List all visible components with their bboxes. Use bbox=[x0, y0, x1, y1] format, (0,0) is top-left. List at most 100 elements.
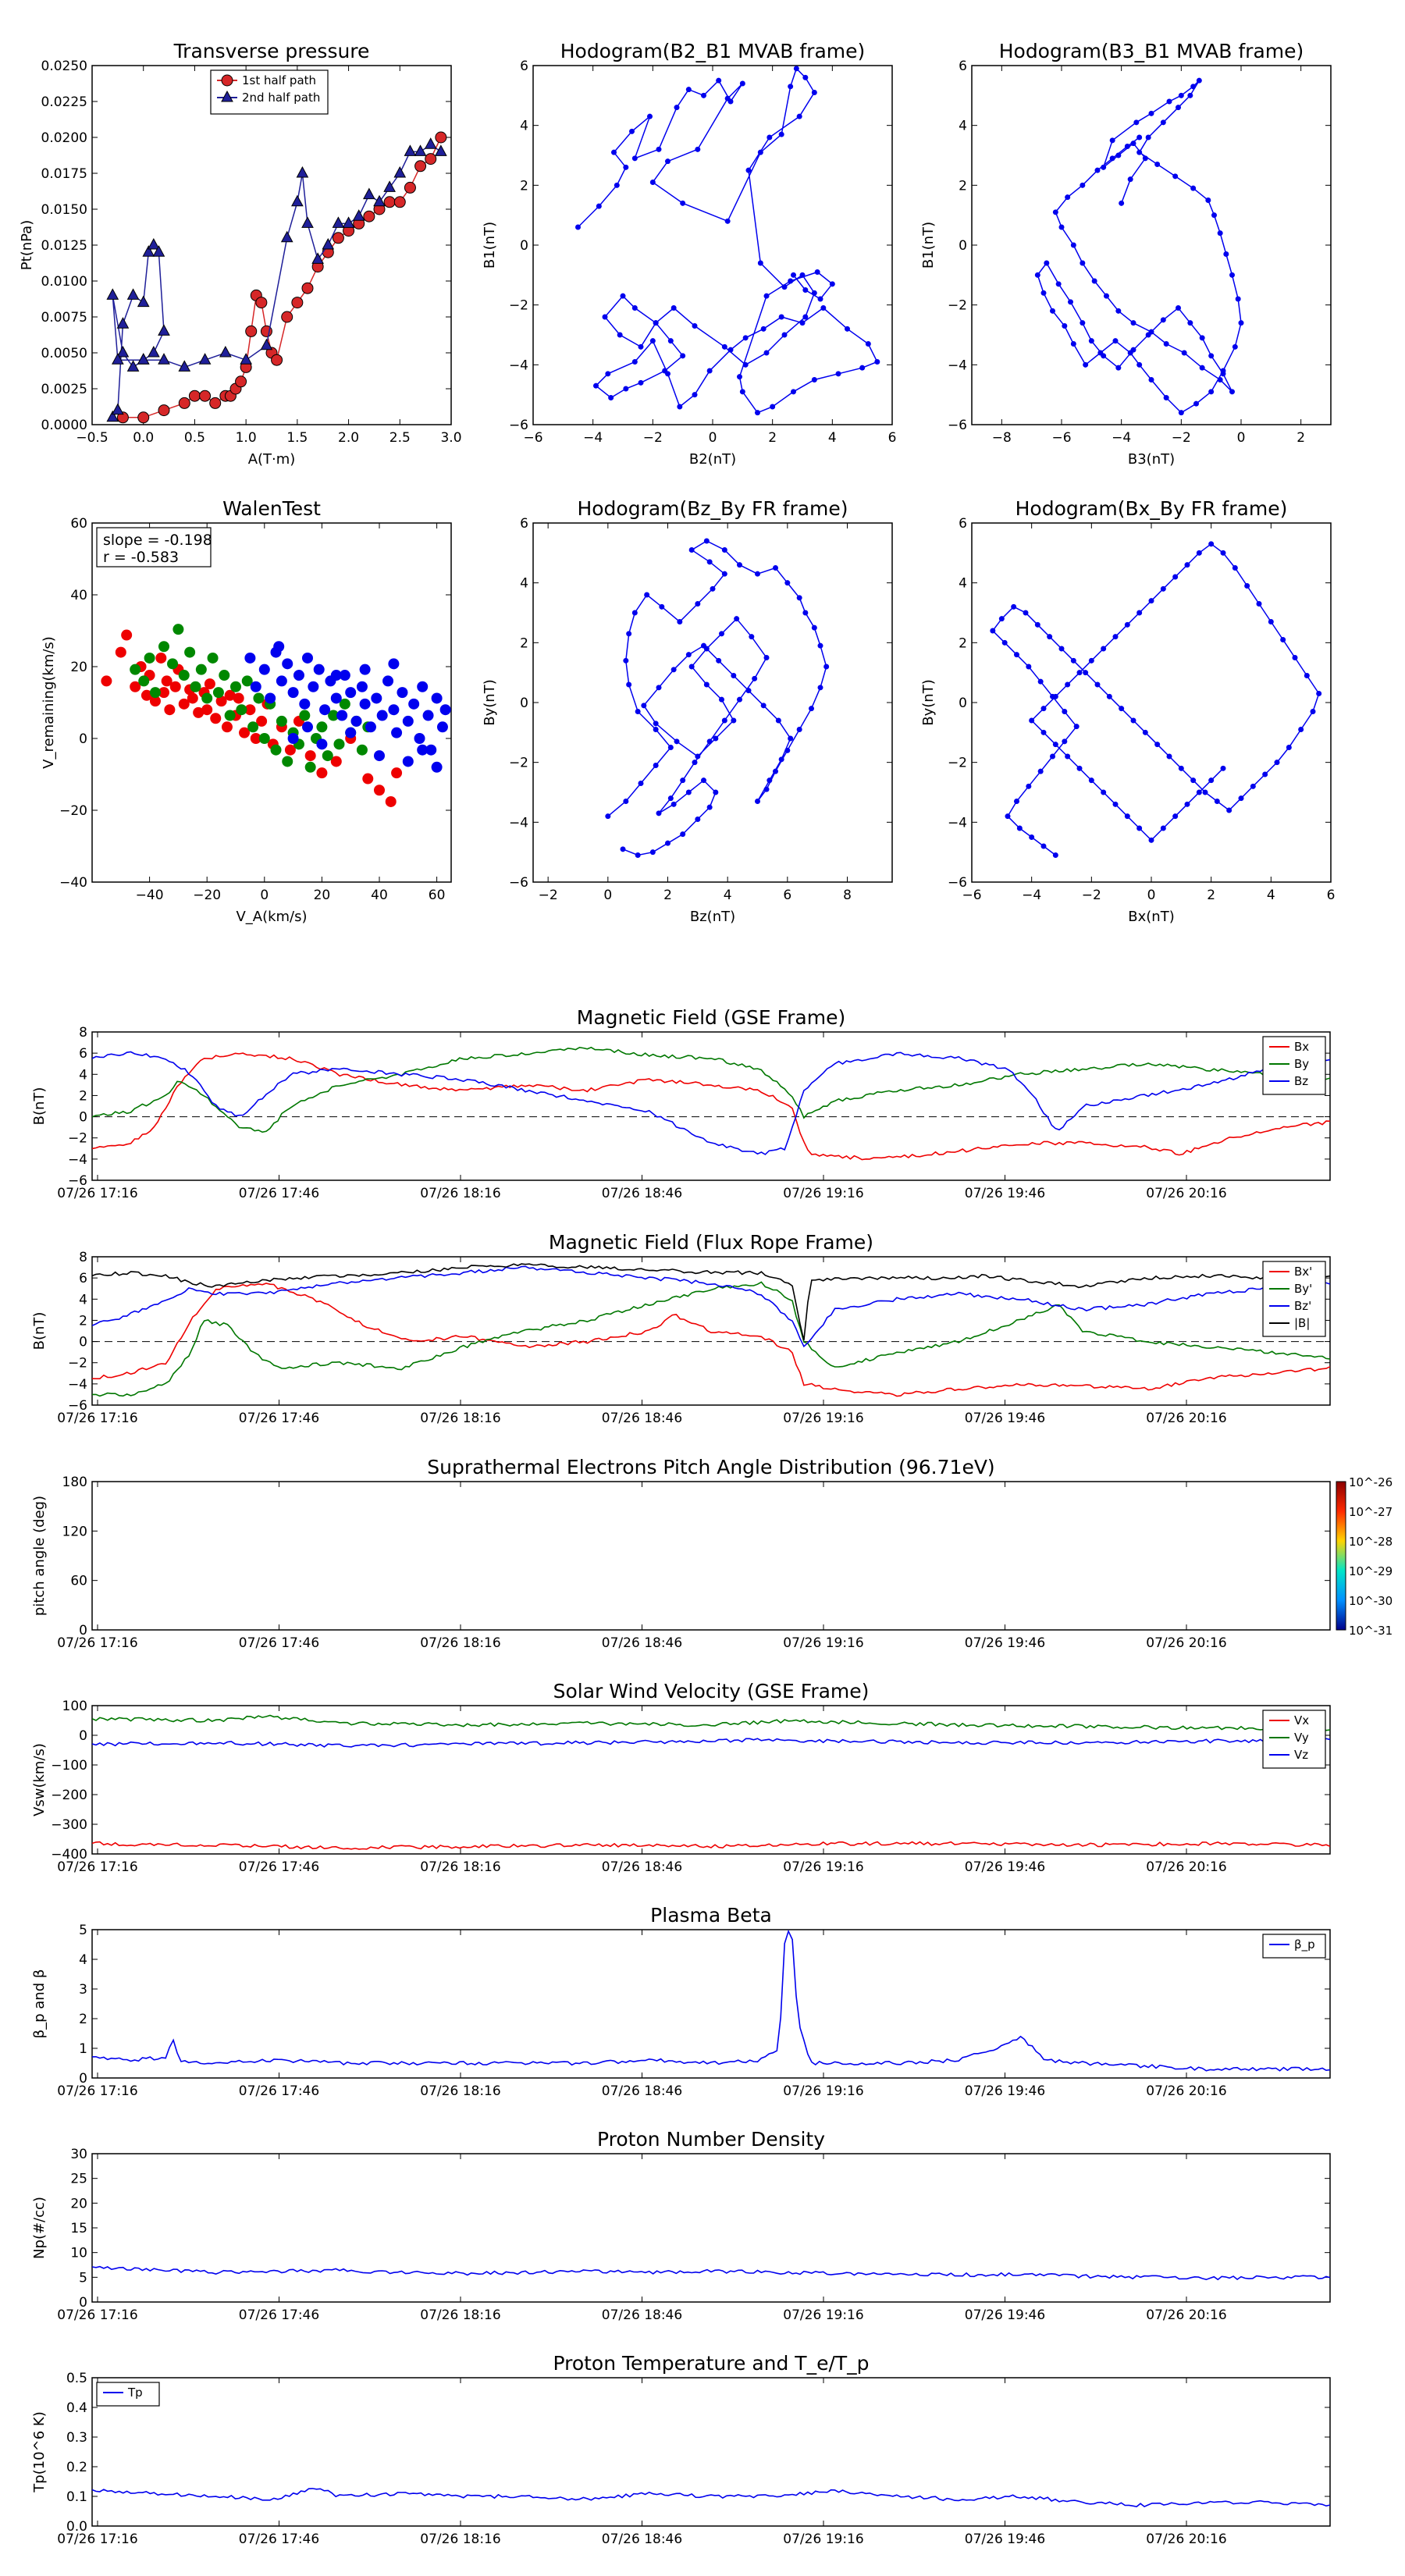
chart-hodogram_bz_by: Hodogram(Bz_By FR frame) −6 −4 −2 0 2 4 6 −2 0 2 4 6… bbox=[482, 497, 893, 925]
data-point bbox=[1220, 550, 1226, 556]
data-point bbox=[1101, 164, 1107, 170]
data-point bbox=[431, 692, 443, 704]
series-line bbox=[92, 1281, 1330, 1397]
data-point bbox=[383, 196, 396, 208]
data-point bbox=[647, 113, 653, 119]
colorbar-tick-label: 10^-30 bbox=[1349, 1594, 1393, 1608]
x-tick-label: −2 bbox=[643, 430, 663, 446]
x-tick-label: 4 bbox=[724, 888, 732, 903]
y-tick-label: −200 bbox=[51, 1788, 87, 1803]
data-point bbox=[1047, 634, 1053, 640]
data-point bbox=[1208, 353, 1215, 359]
data-point bbox=[614, 182, 620, 188]
y-axis-label: By(nT) bbox=[920, 679, 937, 725]
x-tick-label: 2 bbox=[663, 888, 672, 903]
y-tick-label: −4 bbox=[948, 815, 967, 831]
data-point bbox=[316, 721, 328, 733]
data-point bbox=[1101, 789, 1107, 795]
data-point bbox=[137, 411, 150, 424]
data-point bbox=[101, 675, 112, 687]
y-tick-label: 4 bbox=[79, 1292, 87, 1308]
data-point bbox=[602, 314, 608, 320]
data-point bbox=[142, 245, 155, 257]
data-point bbox=[781, 284, 788, 290]
data-point bbox=[620, 293, 626, 299]
chart-title: Proton Number Density bbox=[597, 2128, 825, 2151]
data-point bbox=[788, 278, 794, 284]
plot-area bbox=[92, 1046, 1330, 1161]
x-tick-label: 60 bbox=[429, 888, 446, 903]
data-point bbox=[330, 670, 342, 681]
data-point bbox=[695, 753, 701, 760]
data-point bbox=[299, 710, 311, 721]
data-point bbox=[817, 685, 823, 691]
chart-transverse_pressure: Transverse pressure 0.0000 0.0025 0.0050 0.0… bbox=[19, 40, 462, 468]
y-tick-label: 2 bbox=[520, 178, 528, 194]
y-tick-label: 6 bbox=[520, 516, 528, 532]
data-point bbox=[1029, 834, 1035, 840]
series-line bbox=[92, 1283, 1330, 1397]
data-point bbox=[1130, 717, 1136, 724]
y-tick-label: −6 bbox=[948, 875, 967, 891]
data-point bbox=[1016, 825, 1023, 831]
y-tick-label: 0.0150 bbox=[41, 202, 87, 218]
data-point bbox=[623, 386, 629, 392]
data-point bbox=[811, 90, 817, 95]
x-tick-label: 07/26 19:16 bbox=[783, 2307, 863, 2323]
data-point bbox=[1014, 799, 1019, 804]
data-point bbox=[692, 760, 698, 766]
data-point bbox=[631, 359, 638, 365]
x-tick-label: 2 bbox=[1297, 430, 1305, 446]
series-line bbox=[1037, 80, 1242, 414]
chart-title: WalenTest bbox=[222, 497, 321, 520]
data-point bbox=[115, 646, 126, 658]
legend-marker bbox=[221, 74, 233, 87]
data-point bbox=[404, 181, 416, 194]
data-point bbox=[1145, 134, 1151, 141]
x-tick-label: 07/26 17:46 bbox=[239, 2307, 319, 2323]
data-point bbox=[137, 353, 150, 365]
series-line bbox=[607, 540, 827, 856]
y-tick-label: 0 bbox=[79, 1335, 87, 1350]
data-point bbox=[158, 641, 169, 653]
data-point bbox=[1190, 84, 1197, 90]
y-axis-label: B(nT) bbox=[31, 1087, 48, 1126]
data-point bbox=[1005, 813, 1011, 820]
data-point bbox=[1205, 197, 1211, 203]
plot-frame bbox=[91, 1481, 1331, 1631]
data-point bbox=[1109, 155, 1115, 162]
data-point bbox=[158, 404, 170, 417]
chart-title: Hodogram(B2_B1 MVAB frame) bbox=[560, 40, 866, 62]
data-point bbox=[1166, 753, 1172, 760]
data-point bbox=[1083, 361, 1089, 368]
series-line bbox=[92, 1052, 1330, 1161]
plot-area bbox=[101, 624, 451, 807]
data-point bbox=[1040, 843, 1047, 849]
data-point bbox=[734, 616, 740, 622]
data-point bbox=[282, 756, 293, 767]
x-tick-label: −2 bbox=[1082, 888, 1101, 903]
y-tick-label: −4 bbox=[68, 1377, 87, 1393]
legend-label: Tp bbox=[127, 2386, 143, 2400]
data-point bbox=[1130, 141, 1136, 147]
data-point bbox=[688, 664, 695, 670]
data-point bbox=[680, 353, 686, 359]
y-tick-label: 0 bbox=[79, 2295, 87, 2311]
data-point bbox=[799, 320, 806, 326]
data-point bbox=[1026, 783, 1032, 789]
data-point bbox=[626, 681, 632, 688]
data-point bbox=[247, 721, 259, 733]
y-tick-label: −400 bbox=[51, 1847, 87, 1863]
colorbar-tick-label: 10^-26 bbox=[1349, 1475, 1393, 1489]
data-point bbox=[1238, 320, 1244, 326]
y-tick-label: 2 bbox=[79, 1313, 87, 1329]
x-tick-label: 07/26 17:16 bbox=[57, 1635, 137, 1651]
data-point bbox=[1148, 329, 1154, 335]
data-point bbox=[1154, 162, 1161, 167]
colorbar bbox=[1336, 1481, 1346, 1631]
y-tick-label: 4 bbox=[520, 576, 528, 592]
chart-title: Suprathermal Electrons Pitch Angle Distr… bbox=[427, 1456, 994, 1478]
plot-area bbox=[605, 538, 830, 858]
data-point bbox=[778, 131, 784, 137]
data-point bbox=[158, 353, 170, 365]
